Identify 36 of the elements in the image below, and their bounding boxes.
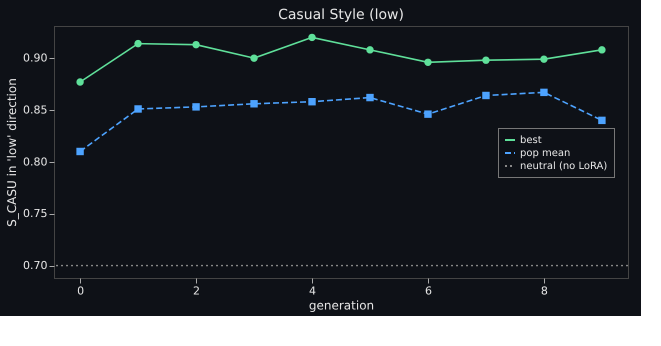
point (424, 58, 432, 66)
legend-label: pop mean (520, 148, 570, 159)
point (598, 116, 606, 124)
x-tick-label: 6 (424, 284, 432, 298)
legend-label: best (520, 135, 542, 146)
x-tick-label: 0 (77, 284, 84, 298)
point (308, 34, 316, 42)
point (76, 78, 84, 86)
x-tick-label: 4 (309, 284, 316, 298)
y-tick-label: 0.75 (23, 207, 48, 220)
point (192, 40, 200, 48)
x-tick-label: 8 (540, 284, 548, 298)
y-tick-label: 0.85 (23, 104, 48, 116)
point (366, 46, 374, 54)
point (366, 94, 374, 102)
chart-title: Casual Style (low) (278, 7, 404, 23)
point (482, 92, 490, 100)
x-axis-title: generation (308, 298, 374, 312)
point (134, 105, 142, 113)
point (134, 40, 142, 48)
point (308, 98, 316, 106)
point (540, 55, 548, 63)
y-axis-title: S_CASU in 'low' direction (5, 78, 20, 227)
point (192, 103, 200, 111)
x-tick-label: 2 (193, 284, 200, 298)
point (424, 110, 432, 118)
y-tick-label: 0.90 (23, 52, 48, 65)
point (76, 148, 84, 156)
y-tick-label: 0.80 (23, 155, 48, 168)
point (482, 56, 490, 64)
point (598, 46, 606, 54)
y-tick-label: 0.70 (23, 259, 48, 272)
point (250, 100, 258, 108)
point (540, 88, 548, 96)
point (250, 54, 258, 62)
legend-label: neutral (no LoRA) (520, 161, 608, 172)
